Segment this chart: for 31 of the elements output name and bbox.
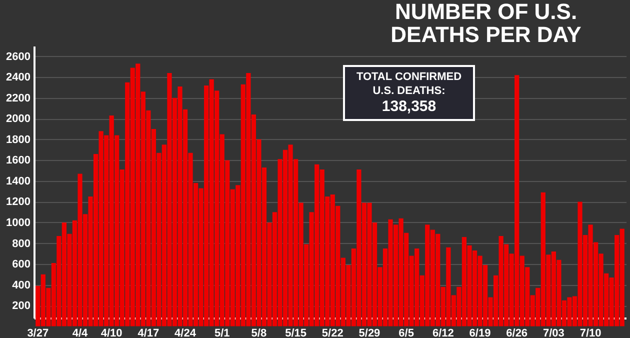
x-tick-label: 5/15 [285,328,306,338]
x-tick-label: 6/5 [398,328,414,338]
x-tick-label: 4/17 [138,328,160,338]
x-tick-label: 4/4 [72,328,89,338]
y-tick-label: 1200 [6,196,30,208]
x-tick-label: 5/29 [358,328,380,338]
y-tick-label: 400 [12,279,30,292]
y-tick-label: 1600 [6,154,30,167]
y-tick-label: 1000 [6,216,30,229]
y-tick-label: 2600 [6,50,30,63]
x-tick-label: 6/19 [469,328,491,338]
x-tick-label: 4/10 [100,328,122,338]
x-tick-label: 5/1 [214,328,230,338]
y-tick-label: 1800 [6,134,30,146]
x-tick-label: 6/12 [432,328,454,338]
y-tick-label: 2200 [6,92,30,104]
annotation: TOTAL CONFIRMED U.S. DEATHS: 138,358 [356,71,462,115]
y-tick-label: 200 [12,300,30,312]
x-tick-label: 6/26 [506,328,528,338]
y-tick-label: 2400 [6,72,30,84]
x-tick-label: 5/22 [322,328,344,338]
y-tick-label: 2000 [6,113,30,126]
x-tick-label: 7/03 [542,328,564,338]
y-tick-label: 1400 [6,175,30,188]
x-tick-label: 7/10 [580,328,602,338]
y-tick-label: 800 [12,238,30,250]
y-tick-label: 600 [12,258,30,271]
x-tick-label: 3/27 [27,328,49,338]
x-tick-label: 4/24 [174,328,197,338]
chart-title: NUMBER OF U.S. DEATHS PER DAY [390,0,582,47]
x-tick-label: 5/8 [251,328,267,338]
